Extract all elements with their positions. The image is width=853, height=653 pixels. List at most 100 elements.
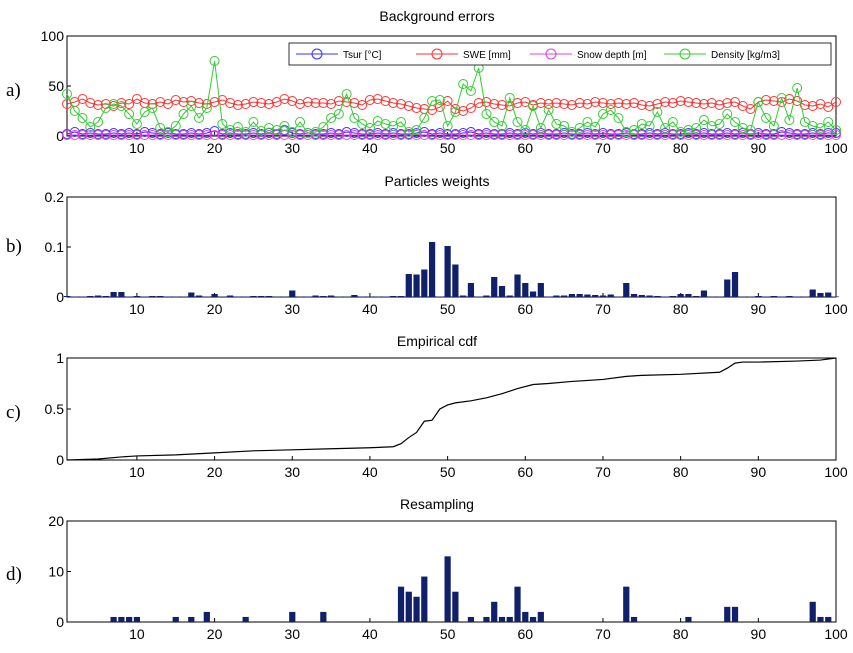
bar [452,265,458,298]
y-tick-label: 100 [41,28,65,44]
bar [173,297,179,298]
x-tick-label: 50 [440,464,456,480]
x-tick-label: 10 [129,301,145,317]
bar [398,296,404,297]
bar [779,297,785,298]
panel-d-axes [67,521,836,622]
bar [592,295,598,297]
x-tick-label: 40 [362,464,378,480]
bar [646,296,652,298]
bar [639,295,645,297]
bar [305,297,311,298]
bar [398,587,404,622]
bar [623,283,629,297]
y-tick-label: 20 [48,513,64,529]
bar [507,296,513,298]
bar [211,294,217,297]
bar [522,283,528,297]
y-tick-label: 10 [48,564,64,580]
bar [810,602,816,622]
bar [530,617,536,622]
bar [406,592,412,622]
bar [173,617,179,622]
bar [118,617,124,622]
bar [320,612,326,622]
x-tick-label: 90 [751,140,767,156]
bar [243,617,249,622]
panel-d: Resampling d) 10 20 30 40 50 60 70 80 90 10001020 [6,496,848,642]
bar [561,296,567,298]
bar [483,617,489,622]
x-tick-label: 70 [595,301,611,317]
bar [336,297,342,298]
x-tick-label: 60 [518,301,534,317]
x-tick-label: 30 [284,301,300,317]
bar [437,297,443,298]
x-tick-label: 70 [595,626,611,642]
bar [134,296,140,297]
legend-label: Tsur [°C] [343,50,382,61]
x-tick-label: 80 [673,301,689,317]
bar [110,292,116,297]
x-tick-label: 10 [129,140,145,156]
panel-a-label: a) [6,80,21,101]
panel-b: Particles weights b) 10 20 30 40 50 60 70 80 90 1… [6,173,848,317]
x-tick-label: 20 [207,626,223,642]
x-tick-label: 80 [673,464,689,480]
y-tick-label: 50 [48,78,64,94]
panel-d-title: Resampling [400,496,474,512]
x-tick-label: 100 [824,140,848,156]
y-tick-label: 0 [56,614,64,630]
bar [491,602,497,622]
bar [685,617,691,622]
bar [701,291,707,298]
bar [499,286,505,297]
bar [266,296,272,297]
bar [157,296,163,297]
bar [227,296,233,298]
bar [654,296,660,297]
bar [126,617,132,622]
bar [817,293,823,297]
legend-label: Snow depth [m] [577,50,647,61]
bar [126,297,132,298]
panel-a-legend: Tsur [°C] SWE [mm] Snow depth [m] Density [… [289,43,831,65]
bar [219,297,225,298]
bar [351,295,357,297]
bar [794,297,800,298]
bar [740,297,746,298]
bar [468,283,474,297]
panel-c-axes [67,358,836,460]
bar [817,617,823,622]
x-tick-label: 80 [673,626,689,642]
bar [320,296,326,297]
bar [134,617,140,622]
bar [64,296,70,297]
bar [297,297,303,298]
x-tick-label: 60 [518,626,534,642]
bar [786,296,792,297]
bar [507,617,513,622]
bar [685,294,691,297]
x-tick-label: 10 [129,464,145,480]
legend-label: Density [kg/m3] [711,50,780,61]
x-tick-label: 80 [673,140,689,156]
x-tick-label: 40 [362,301,378,317]
panel-a: Background errors a) 10 20 30 40 50 60 70 80 90 1… [6,8,848,156]
bar [382,297,388,298]
bar [833,297,839,298]
bar [243,297,249,298]
x-tick-label: 100 [824,626,848,642]
bar [359,297,365,298]
bar [204,612,210,622]
bar [452,592,458,622]
x-tick-label: 20 [207,140,223,156]
x-tick-label: 50 [440,626,456,642]
bar [72,297,78,298]
bar [545,297,551,298]
bar [491,277,497,297]
bar [608,295,614,298]
panel-d-label: d) [6,564,22,585]
y-tick-label: 0.2 [45,189,65,205]
x-tick-label: 90 [751,301,767,317]
